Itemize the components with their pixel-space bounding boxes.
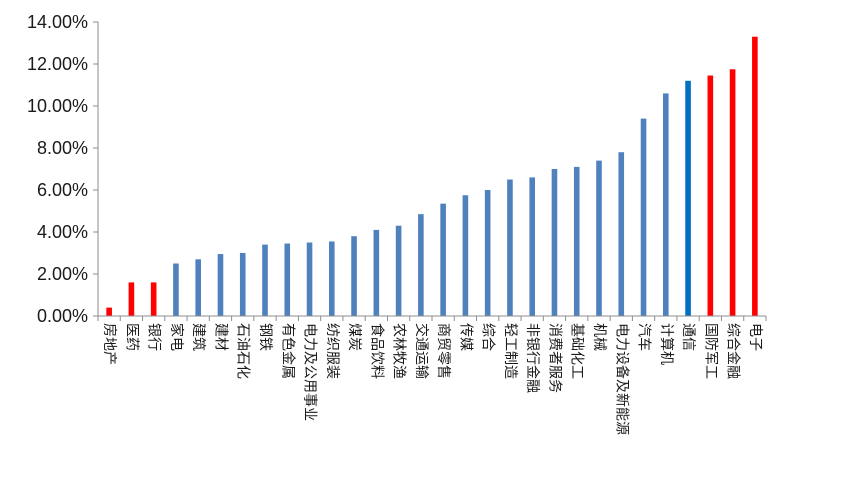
bar	[729, 69, 736, 316]
x-tick-label: 煤炭	[346, 323, 362, 351]
y-tick-label: 2.00%	[37, 264, 88, 284]
bar	[462, 195, 469, 316]
bar	[128, 282, 135, 316]
bar	[173, 263, 179, 316]
bar	[195, 259, 201, 316]
x-tick-label: 电力及公用事业	[302, 323, 318, 421]
y-tick-label: 8.00%	[37, 138, 88, 158]
bar	[640, 118, 647, 316]
bar	[306, 242, 313, 316]
bars	[106, 36, 758, 317]
bar	[663, 93, 669, 317]
y-axis: 0.00% 2.00% 4.00% 6.00% 8.00% 10.00% 12.00% 14.…	[27, 12, 99, 326]
x-tick-label: 计算机	[658, 323, 674, 365]
x-tick-label: 非银行金融	[524, 323, 540, 393]
x-tick-label: 银行	[146, 323, 162, 351]
x-tick-label: 建筑	[190, 323, 206, 351]
x-tick-label: 房地产	[101, 323, 117, 365]
x-tick-label: 电子	[747, 323, 763, 351]
bar	[262, 244, 268, 316]
bar	[284, 243, 291, 316]
bar	[106, 307, 112, 316]
bar	[395, 225, 402, 316]
x-tick-label: 石油石化	[235, 323, 251, 379]
x-tick-label: 商贸零售	[435, 323, 451, 379]
x-tick-label: 电力设备及新能源	[613, 323, 630, 435]
x-axis	[97, 315, 767, 321]
bar	[752, 36, 758, 316]
bar	[685, 80, 691, 316]
x-tick-label: 医药	[123, 323, 139, 351]
x-tick-label: 有色金属	[279, 323, 296, 379]
bar	[418, 214, 424, 316]
y-tick-label: 14.00%	[27, 12, 88, 32]
x-tick-label: 家电	[168, 323, 185, 351]
bar	[573, 166, 580, 316]
category-labels: 房地产 医药 银行 家电 建筑 建材 石油石化 钢铁 有色金属 电力及公用事业 纺织服装 煤炭 食品饮料…	[101, 323, 763, 435]
y-tick-label: 0.00%	[37, 306, 88, 326]
bar	[507, 179, 513, 316]
bar	[217, 254, 224, 316]
bar	[239, 253, 246, 316]
x-tick-label: 农林牧渔	[391, 323, 407, 379]
bar	[329, 241, 335, 316]
x-tick-label: 基础化工	[569, 323, 586, 379]
x-tick-label: 汽车	[636, 323, 653, 351]
bar	[529, 177, 535, 316]
x-tick-label: 纺织服装	[324, 323, 340, 379]
bar	[596, 160, 602, 316]
x-tick-label: 传媒	[457, 323, 473, 351]
x-tick-label: 机械	[591, 323, 607, 351]
y-tick-label: 12.00%	[27, 54, 88, 74]
bar	[618, 152, 625, 316]
x-tick-label: 交通运输	[413, 323, 430, 379]
x-tick-label: 钢铁	[257, 323, 273, 351]
x-tick-label: 食品饮料	[368, 323, 385, 379]
y-tick-label: 6.00%	[37, 180, 88, 200]
x-tick-label: 综合金融	[725, 323, 741, 379]
bar	[373, 229, 380, 316]
x-tick-label: 通信	[680, 323, 696, 351]
bar	[707, 75, 714, 316]
bar	[551, 169, 558, 316]
x-tick-label: 国防军工	[702, 323, 718, 379]
bar	[150, 282, 157, 316]
bar	[484, 190, 491, 316]
x-tick-label: 综合	[480, 323, 496, 351]
y-tick-label: 10.00%	[27, 96, 88, 116]
x-tick-label: 消费者服务	[546, 323, 562, 393]
bar	[440, 203, 446, 316]
x-tick-label: 轻工制造	[502, 323, 518, 379]
y-tick-label: 4.00%	[37, 222, 88, 242]
bar	[351, 236, 357, 316]
x-tick-label: 建材	[212, 323, 228, 351]
